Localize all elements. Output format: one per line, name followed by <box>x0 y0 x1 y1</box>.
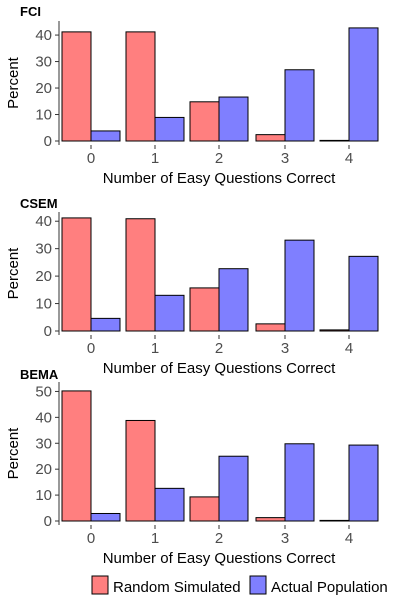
panel-title: CSEM <box>20 196 58 211</box>
bar-actual-population-0 <box>90 512 121 522</box>
bar-random-simulated-2 <box>189 287 220 332</box>
panel-csem: CSEM 0 10 20 30 40 0 1 2 3 4 Number of Easy Questio… <box>5 196 379 377</box>
x-tick-label: 4 <box>345 530 353 547</box>
x-tick-label: 0 <box>87 340 95 357</box>
bar-actual-population-4 <box>348 444 379 522</box>
y-tick-label: 30 <box>35 435 52 452</box>
bar-actual-population-2 <box>218 455 249 522</box>
y-tick-label: 20 <box>35 461 52 478</box>
y-tick-label: 10 <box>35 107 52 124</box>
bar-random-simulated-3 <box>255 517 286 522</box>
panel-bema: BEMA 0 10 20 30 40 50 0 1 2 3 4 Number of Easy Quest… <box>5 367 379 567</box>
y-axis-label: Percent <box>5 56 22 109</box>
bar-random-simulated-4 <box>319 519 350 522</box>
y-axis-label: Percent <box>5 247 22 300</box>
x-tick-label: 1 <box>151 150 159 167</box>
y-tick-label: 40 <box>35 27 52 44</box>
y-tick-label: 30 <box>35 241 52 258</box>
panel-title: FCI <box>20 4 41 19</box>
bar-random-simulated-3 <box>255 134 286 142</box>
x-axis-label: Number of Easy Questions Correct <box>103 550 336 567</box>
y-axis-label: Percent <box>5 427 22 480</box>
y-tick-label: 10 <box>35 296 52 313</box>
bar-random-simulated-3 <box>255 323 286 332</box>
y-tick-label: 20 <box>35 80 52 97</box>
panel-title: BEMA <box>20 367 59 382</box>
bar-actual-population-3 <box>284 69 315 142</box>
x-tick-label: 2 <box>215 340 223 357</box>
bar-random-simulated-2 <box>189 101 220 142</box>
y-tick-label: 0 <box>44 323 52 340</box>
x-tick-label: 1 <box>151 530 159 547</box>
x-tick-label: 2 <box>215 150 223 167</box>
legend: Random Simulated Actual Population <box>91 575 388 596</box>
legend-key <box>91 575 109 595</box>
y-tick-label: 30 <box>35 54 52 71</box>
x-tick-label: 0 <box>87 150 95 167</box>
bar-random-simulated-4 <box>319 139 350 142</box>
bar-random-simulated-0 <box>61 390 92 522</box>
y-tick-label: 0 <box>44 513 52 530</box>
x-tick-label: 3 <box>281 340 289 357</box>
legend-label: Actual Population <box>271 579 388 596</box>
bar-random-simulated-2 <box>189 496 220 522</box>
y-tick-label: 10 <box>35 487 52 504</box>
x-axis-label: Number of Easy Questions Correct <box>103 170 336 187</box>
x-tick-label: 3 <box>281 530 289 547</box>
bar-actual-population-3 <box>284 443 315 522</box>
bar-actual-population-4 <box>348 255 379 332</box>
bar-random-simulated-0 <box>61 31 92 142</box>
bar-actual-population-3 <box>284 239 315 332</box>
bar-actual-population-2 <box>218 96 249 142</box>
x-tick-label: 4 <box>345 340 353 357</box>
x-tick-label: 1 <box>151 340 159 357</box>
bar-actual-population-1 <box>154 116 185 142</box>
bar-actual-population-0 <box>90 317 121 332</box>
x-tick-label: 0 <box>87 530 95 547</box>
bar-random-simulated-1 <box>125 218 156 332</box>
bar-random-simulated-1 <box>125 419 156 522</box>
legend-key <box>249 575 267 595</box>
x-tick-label: 3 <box>281 150 289 167</box>
legend-label: Random Simulated <box>113 579 241 596</box>
y-tick-label: 20 <box>35 268 52 285</box>
y-tick-label: 40 <box>35 409 52 426</box>
bar-random-simulated-0 <box>61 217 92 332</box>
y-tick-label: 40 <box>35 213 52 230</box>
bar-random-simulated-4 <box>319 329 350 332</box>
bar-actual-population-1 <box>154 487 185 522</box>
x-tick-label: 4 <box>345 150 353 167</box>
bar-actual-population-4 <box>348 27 379 142</box>
panel-fci: FCI 0 10 20 30 40 0 1 2 3 4 Number of Easy Question… <box>5 4 379 187</box>
x-tick-label: 2 <box>215 530 223 547</box>
x-axis-label: Number of Easy Questions Correct <box>103 360 336 377</box>
bar-actual-population-1 <box>154 294 185 332</box>
y-tick-label: 50 <box>35 383 52 400</box>
bar-random-simulated-1 <box>125 31 156 142</box>
bar-actual-population-0 <box>90 130 121 142</box>
bar-actual-population-2 <box>218 268 249 332</box>
y-tick-label: 0 <box>44 133 52 150</box>
